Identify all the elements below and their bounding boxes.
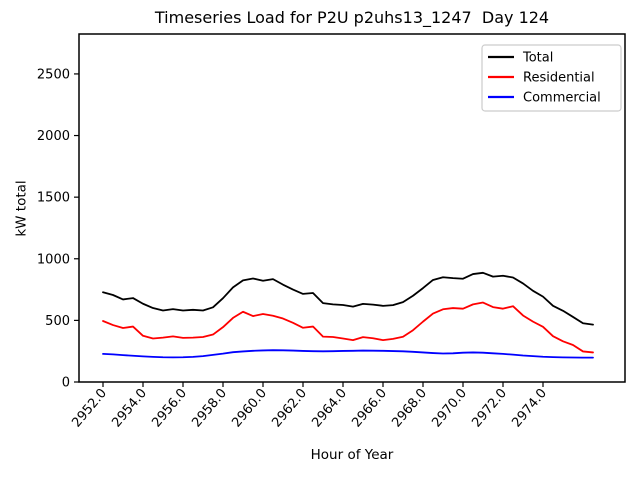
legend-box [481, 44, 622, 112]
y-tick-label: 2000 [37, 129, 70, 144]
x-tick-label: 2966.0 [349, 386, 390, 430]
series-line-total [102, 271, 594, 326]
x-tick-label: 2972.0 [469, 386, 510, 430]
legend-label-total: Total [522, 51, 553, 66]
legend-label-residential: Residential [523, 71, 595, 86]
legend-label-commercial: Commercial [523, 91, 601, 106]
x-tick-label: 2954.0 [109, 386, 150, 430]
legend: Total Residential Commercial [481, 44, 622, 112]
x-tick-label: 2974.0 [509, 386, 550, 430]
x-tick-label: 2960.0 [229, 386, 270, 430]
series-line-residential [102, 301, 594, 354]
series-lines [102, 271, 594, 359]
axes-spines [78, 33, 626, 383]
y-tick-label: 500 [45, 314, 70, 329]
y-tick-label: 1500 [37, 191, 70, 206]
x-tick-label: 2964.0 [309, 386, 350, 430]
y-axis-label: kW total [13, 180, 30, 237]
x-tick-label: 2962.0 [269, 386, 310, 430]
chart-title: Timeseries Load for P2U p2uhs13_1247 Day… [154, 8, 550, 27]
x-tick-label: 2970.0 [429, 386, 470, 430]
series-line-commercial [102, 349, 594, 359]
x-tick-label: 2956.0 [149, 386, 190, 430]
x-tick-label: 2968.0 [389, 386, 430, 430]
x-tick-label: 2952.0 [69, 386, 110, 430]
x-tick-label: 2958.0 [189, 386, 230, 430]
y-tick-label: 0 [62, 376, 70, 391]
y-tick-label: 1000 [37, 252, 70, 267]
x-axis-label: Hour of Year [310, 447, 394, 463]
y-tick-label: 2500 [37, 67, 70, 82]
